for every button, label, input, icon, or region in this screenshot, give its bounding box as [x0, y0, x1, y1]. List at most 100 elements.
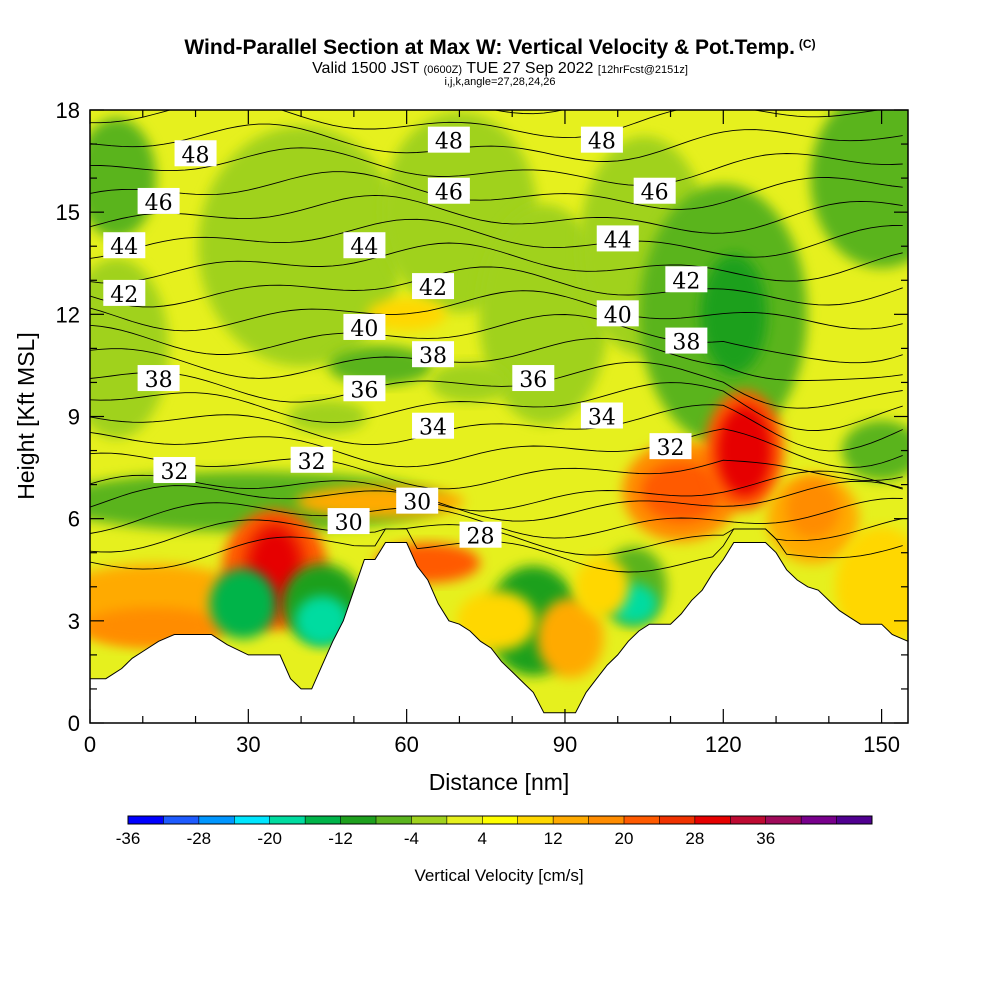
x-tick-label: 30 — [236, 732, 260, 757]
theta-line — [90, 123, 903, 162]
colorbar-swatch — [411, 816, 448, 824]
x-axis: 0 30 60 90 120 150 — [84, 110, 900, 757]
x-tick-label: 120 — [705, 732, 742, 757]
theta-line — [90, 314, 903, 364]
theta-label: 46 — [427, 177, 470, 206]
velocity-cell — [717, 405, 772, 496]
theta-label-bg — [459, 521, 502, 548]
theta-label: 40 — [343, 313, 386, 342]
theta-line — [90, 110, 882, 139]
colorbar-label: 36 — [756, 829, 775, 848]
theta-label-bg — [412, 412, 455, 439]
theta-label-text: 38 — [145, 368, 173, 393]
colorbar-frame — [127, 815, 873, 825]
theta-label: 42 — [412, 273, 455, 301]
theta-line — [90, 194, 903, 234]
colorbar-label: 4 — [478, 829, 487, 848]
theta-label-bg — [412, 273, 455, 300]
theta-label-text: 28 — [467, 525, 495, 550]
colorbar-swatch — [836, 816, 873, 824]
theta-line — [90, 404, 903, 452]
theta-label-text: 48 — [182, 143, 210, 168]
theta-label-text: 42 — [110, 283, 138, 308]
theta-line — [90, 290, 903, 332]
theta-label-bg — [343, 232, 386, 259]
velocity-cell — [810, 110, 908, 269]
velocity-field — [90, 110, 908, 678]
velocity-cell — [456, 590, 537, 651]
y-tick-label: 3 — [68, 609, 80, 634]
colorbar-label: 12 — [544, 829, 563, 848]
theta-label-bg — [343, 313, 386, 340]
valid-date: TUE 27 Sep 2022 — [466, 60, 594, 77]
theta-label-bg — [412, 341, 455, 368]
x-tick-label: 90 — [553, 732, 577, 757]
theta-label-bg — [649, 433, 692, 460]
theta-label-bg — [512, 365, 555, 392]
theta-line — [90, 171, 903, 210]
theta-label: 46 — [137, 187, 180, 216]
plot-area: 48 48 48 46 46 46 44 44 44 42 42 42 40 40 38 38 38 36 36 34… — [90, 110, 908, 723]
velocity-cell — [841, 420, 908, 481]
velocity-cell — [430, 362, 510, 403]
theta-contours — [90, 110, 903, 573]
theta-label-text: 30 — [335, 511, 363, 536]
forecast-info: [12hrFcst@2151z] — [597, 64, 688, 76]
theta-label: 38 — [665, 327, 708, 356]
theta-label-bg — [290, 446, 333, 473]
theta-label-bg — [396, 487, 439, 514]
colorbar-swatch — [553, 816, 590, 824]
colorbar-swatch — [234, 816, 271, 824]
colorbar-swatch — [446, 816, 483, 824]
y-tick-label: 18 — [56, 98, 80, 123]
theta-label: 36 — [343, 375, 386, 403]
theta-line — [90, 337, 903, 381]
theta-label: 34 — [412, 412, 455, 441]
y-tick-label: 0 — [68, 711, 80, 736]
theta-label-text: 44 — [350, 235, 378, 260]
theta-label-text: 32 — [298, 450, 326, 475]
theta-label-text: 48 — [588, 130, 616, 155]
theta-label-bg — [137, 365, 180, 392]
x-tick-label: 60 — [394, 732, 418, 757]
colorbar-label: -36 — [116, 829, 141, 848]
colorbar-label: -20 — [257, 829, 282, 848]
theta-label-text: 32 — [160, 460, 188, 485]
theta-label-text: 36 — [519, 368, 547, 393]
theta-label-text: 34 — [588, 406, 616, 431]
theta-label: 30 — [327, 508, 370, 536]
theta-line — [90, 147, 903, 186]
theta-label: 38 — [412, 341, 455, 369]
colorbar-swatch — [694, 816, 731, 824]
colorbar-swatch — [163, 816, 200, 824]
colorbar-swatch — [128, 816, 164, 824]
colorbar-label: -28 — [187, 829, 212, 848]
y-axis-title: Height [Kft MSL] — [13, 332, 39, 499]
theta-label-bg — [327, 508, 370, 535]
colorbar-swatch — [730, 816, 767, 824]
velocity-cell — [209, 568, 277, 639]
theta-line — [90, 428, 903, 468]
theta-label-text: 38 — [672, 331, 700, 356]
theta-label-text: 34 — [419, 416, 447, 441]
theta-label: 42 — [665, 266, 708, 294]
theta-label-text: 48 — [435, 130, 463, 155]
theta-label: 44 — [596, 225, 639, 253]
theta-label-bg — [153, 456, 196, 483]
theta-label-text: 32 — [657, 436, 685, 461]
chart-subtitle: Valid 1500 JST (0600Z) TUE 27 Sep 2022 [… — [0, 60, 1000, 78]
theta-label-text: 30 — [403, 491, 431, 516]
theta-label-bg — [137, 187, 180, 214]
theta-labels: 48 48 48 46 46 46 44 44 44 42 42 42 40 40 38 38 38 36 36 34… — [103, 126, 708, 550]
theta-line — [90, 266, 903, 308]
theta-label-text: 36 — [350, 378, 378, 403]
theta-label-bg — [103, 232, 146, 259]
velocity-cell — [478, 204, 609, 425]
velocity-cell — [536, 597, 604, 678]
colorbar-label: -4 — [404, 829, 419, 848]
theta-label-bg — [343, 375, 386, 402]
theta-label-text: 46 — [145, 191, 173, 216]
theta-label: 48 — [580, 126, 623, 155]
